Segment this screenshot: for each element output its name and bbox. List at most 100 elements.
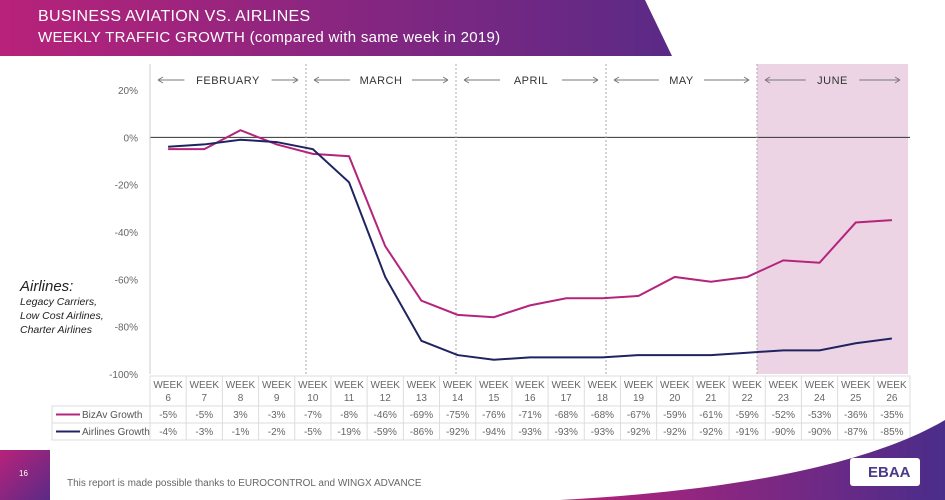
week-number: 26 bbox=[886, 393, 898, 404]
week-number: 18 bbox=[597, 393, 609, 404]
footer-swoosh bbox=[560, 420, 945, 500]
month-label: FEBRUARY bbox=[196, 75, 260, 87]
right-arrow-icon bbox=[562, 76, 599, 84]
week-number: 24 bbox=[814, 393, 826, 404]
week-label: WEEK bbox=[371, 380, 401, 391]
data-label: -19% bbox=[337, 427, 360, 438]
week-label: WEEK bbox=[407, 380, 437, 391]
airlines-note-line: Low Cost Airlines, bbox=[20, 310, 104, 322]
right-arrow-icon bbox=[704, 76, 750, 84]
week-label: WEEK bbox=[515, 380, 545, 391]
data-label: -90% bbox=[772, 427, 795, 438]
header-banner bbox=[0, 0, 672, 56]
legend-label: BizAv Growth bbox=[82, 410, 142, 421]
week-label: WEEK bbox=[298, 380, 328, 391]
data-label: -3% bbox=[268, 410, 286, 421]
week-label: WEEK bbox=[805, 380, 835, 391]
data-label: -3% bbox=[195, 427, 213, 438]
week-label: WEEK bbox=[551, 380, 581, 391]
y-tick-label: 20% bbox=[118, 86, 138, 97]
airlines-note-line: Legacy Carriers, bbox=[20, 296, 98, 308]
month-label: JUNE bbox=[817, 75, 848, 87]
data-label: -59% bbox=[374, 427, 397, 438]
data-label: -92% bbox=[699, 427, 722, 438]
data-label: -67% bbox=[627, 410, 650, 421]
data-label: -4% bbox=[159, 427, 177, 438]
week-label: WEEK bbox=[624, 380, 654, 391]
data-label: -35% bbox=[880, 410, 903, 421]
data-label: -59% bbox=[735, 410, 758, 421]
traffic-chart: 20% 0% -20% -40% -60% -80% -100% FEBRUARY MARCH A… bbox=[51, 64, 911, 441]
week-label: WEEK bbox=[226, 380, 256, 391]
data-label: -8% bbox=[340, 410, 358, 421]
data-label: -91% bbox=[735, 427, 758, 438]
y-tick-label: -100% bbox=[109, 370, 138, 381]
logo-backdrop bbox=[850, 458, 920, 486]
airlines-note: Airlines: Legacy Carriers, Low Cost Airl… bbox=[20, 278, 104, 337]
data-label: -85% bbox=[880, 427, 903, 438]
week-label: WEEK bbox=[660, 380, 690, 391]
data-label: -68% bbox=[555, 410, 578, 421]
data-label: -69% bbox=[410, 410, 433, 421]
airlines-note-title: Airlines: bbox=[20, 278, 74, 295]
page-number-box: 16 bbox=[0, 450, 50, 500]
page-subtitle: WEEKLY TRAFFIC GROWTH (compared with sam… bbox=[38, 29, 501, 46]
week-number: 23 bbox=[778, 393, 790, 404]
week-number: 13 bbox=[416, 393, 428, 404]
data-label: -59% bbox=[663, 410, 686, 421]
data-label: -53% bbox=[808, 410, 831, 421]
month-label: MARCH bbox=[360, 75, 403, 87]
page-number: 16 bbox=[19, 469, 28, 478]
series-line-airlines bbox=[168, 138, 893, 361]
footer-credit: This report is made possible thanks to E… bbox=[67, 478, 422, 489]
y-tick-label: -80% bbox=[115, 323, 138, 334]
data-label: -93% bbox=[555, 427, 578, 438]
data-label: -5% bbox=[304, 427, 322, 438]
week-label: WEEK bbox=[262, 380, 292, 391]
legend-label: Airlines Growth bbox=[82, 427, 150, 438]
week-number: 11 bbox=[344, 393, 355, 404]
right-arrow-icon bbox=[859, 76, 901, 84]
data-label: -76% bbox=[482, 410, 505, 421]
week-number: 12 bbox=[380, 393, 392, 404]
data-label: 3% bbox=[233, 410, 248, 421]
week-number: 20 bbox=[669, 393, 681, 404]
data-label: -1% bbox=[232, 427, 250, 438]
week-label: WEEK bbox=[334, 380, 364, 391]
ebaa-logo: EBAA bbox=[868, 464, 911, 481]
data-label: -36% bbox=[844, 410, 867, 421]
y-tick-label: -40% bbox=[115, 228, 138, 239]
airlines-note-line: Charter Airlines bbox=[20, 324, 92, 336]
data-label: -5% bbox=[159, 410, 177, 421]
right-arrow-icon bbox=[271, 76, 299, 84]
week-label: WEEK bbox=[190, 380, 220, 391]
week-number: 22 bbox=[742, 393, 754, 404]
data-label: -90% bbox=[808, 427, 831, 438]
y-tick-label: -60% bbox=[115, 275, 138, 286]
page-title: BUSINESS AVIATION VS. AIRLINES bbox=[38, 8, 311, 25]
data-label: -92% bbox=[627, 427, 650, 438]
week-label: WEEK bbox=[769, 380, 799, 391]
week-number: 16 bbox=[524, 393, 536, 404]
data-label: -5% bbox=[195, 410, 213, 421]
table-row bbox=[51, 422, 911, 441]
week-number: 10 bbox=[307, 393, 319, 404]
left-arrow-icon bbox=[613, 76, 659, 84]
week-label: WEEK bbox=[877, 380, 907, 391]
data-label: -93% bbox=[518, 427, 541, 438]
week-label: WEEK bbox=[696, 380, 726, 391]
week-number: 21 bbox=[705, 393, 717, 404]
week-number: 25 bbox=[850, 393, 862, 404]
week-number: 14 bbox=[452, 393, 464, 404]
data-label: -92% bbox=[663, 427, 686, 438]
week-number: 7 bbox=[202, 393, 208, 404]
week-label: WEEK bbox=[153, 380, 183, 391]
data-label: -7% bbox=[304, 410, 322, 421]
week-number: 6 bbox=[165, 393, 171, 404]
data-label: -68% bbox=[591, 410, 614, 421]
week-number: 15 bbox=[488, 393, 500, 404]
right-arrow-icon bbox=[412, 76, 449, 84]
data-label: -52% bbox=[772, 410, 795, 421]
data-label: -92% bbox=[446, 427, 469, 438]
month-label: APRIL bbox=[514, 75, 548, 87]
